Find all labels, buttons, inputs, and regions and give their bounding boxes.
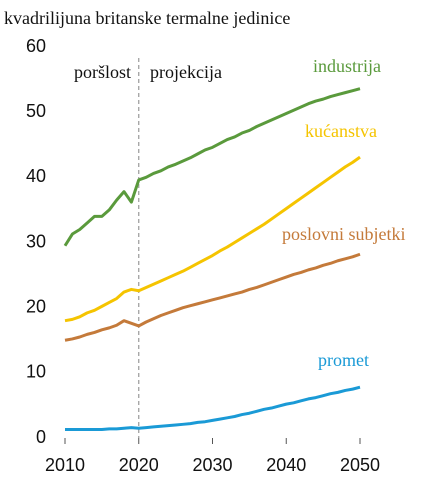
y-tick-label: 20 <box>26 296 46 316</box>
series-line <box>63 87 361 247</box>
x-tick-label: 2020 <box>119 455 159 475</box>
x-tick-label: 2040 <box>266 455 306 475</box>
series-label: kućanstva <box>305 121 377 141</box>
y-tick-label: 30 <box>26 231 46 251</box>
y-tick-label: 0 <box>36 427 46 447</box>
series-line <box>65 385 361 432</box>
y-tick-label: 50 <box>26 101 46 121</box>
chart-title: kvadrilijuna britanske termalne jedinice <box>4 8 290 28</box>
series-label: promet <box>318 350 369 370</box>
x-tick-label: 2010 <box>45 455 85 475</box>
y-tick-label: 60 <box>26 36 46 56</box>
x-tick-label: 2050 <box>340 455 380 475</box>
series-label: industrija <box>313 56 381 76</box>
series-line <box>64 252 361 342</box>
series-label: poslovni subjetki <box>282 224 406 244</box>
series-line <box>64 155 361 323</box>
annotation: poršlost <box>74 62 131 82</box>
y-tick-label: 10 <box>26 362 46 382</box>
annotation: projekcija <box>150 62 222 82</box>
y-tick-label: 40 <box>26 166 46 186</box>
x-tick-label: 2030 <box>192 455 232 475</box>
